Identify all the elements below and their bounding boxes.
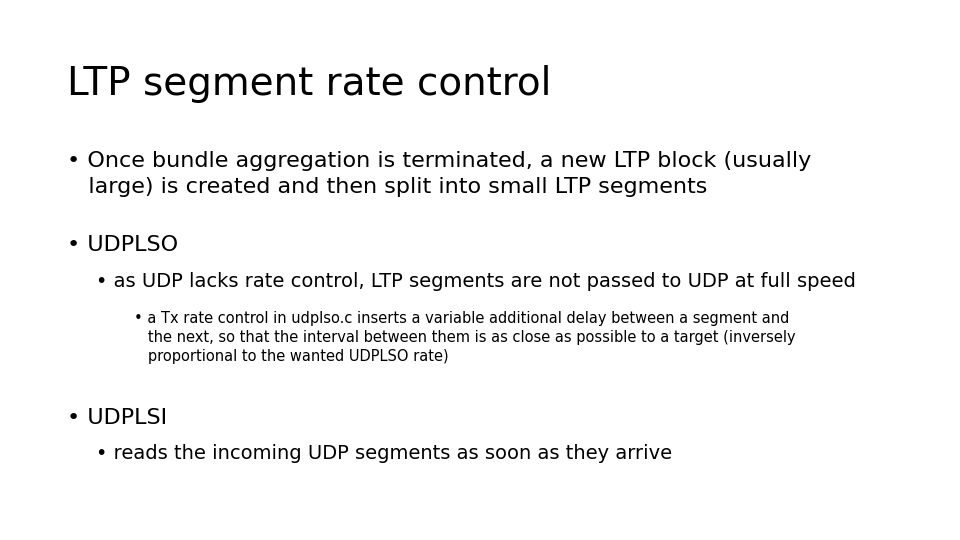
Text: LTP segment rate control: LTP segment rate control [67, 65, 552, 103]
Text: • as UDP lacks rate control, LTP segments are not passed to UDP at full speed: • as UDP lacks rate control, LTP segment… [96, 272, 856, 291]
Text: • UDPLSI: • UDPLSI [67, 408, 167, 428]
Text: • UDPLSO: • UDPLSO [67, 235, 179, 255]
Text: • reads the incoming UDP segments as soon as they arrive: • reads the incoming UDP segments as soo… [96, 444, 672, 463]
Text: • a Tx rate control in udplso.c inserts a variable additional delay between a se: • a Tx rate control in udplso.c inserts … [134, 310, 796, 364]
Text: • Once bundle aggregation is terminated, a new LTP block (usually
   large) is c: • Once bundle aggregation is terminated,… [67, 151, 811, 197]
